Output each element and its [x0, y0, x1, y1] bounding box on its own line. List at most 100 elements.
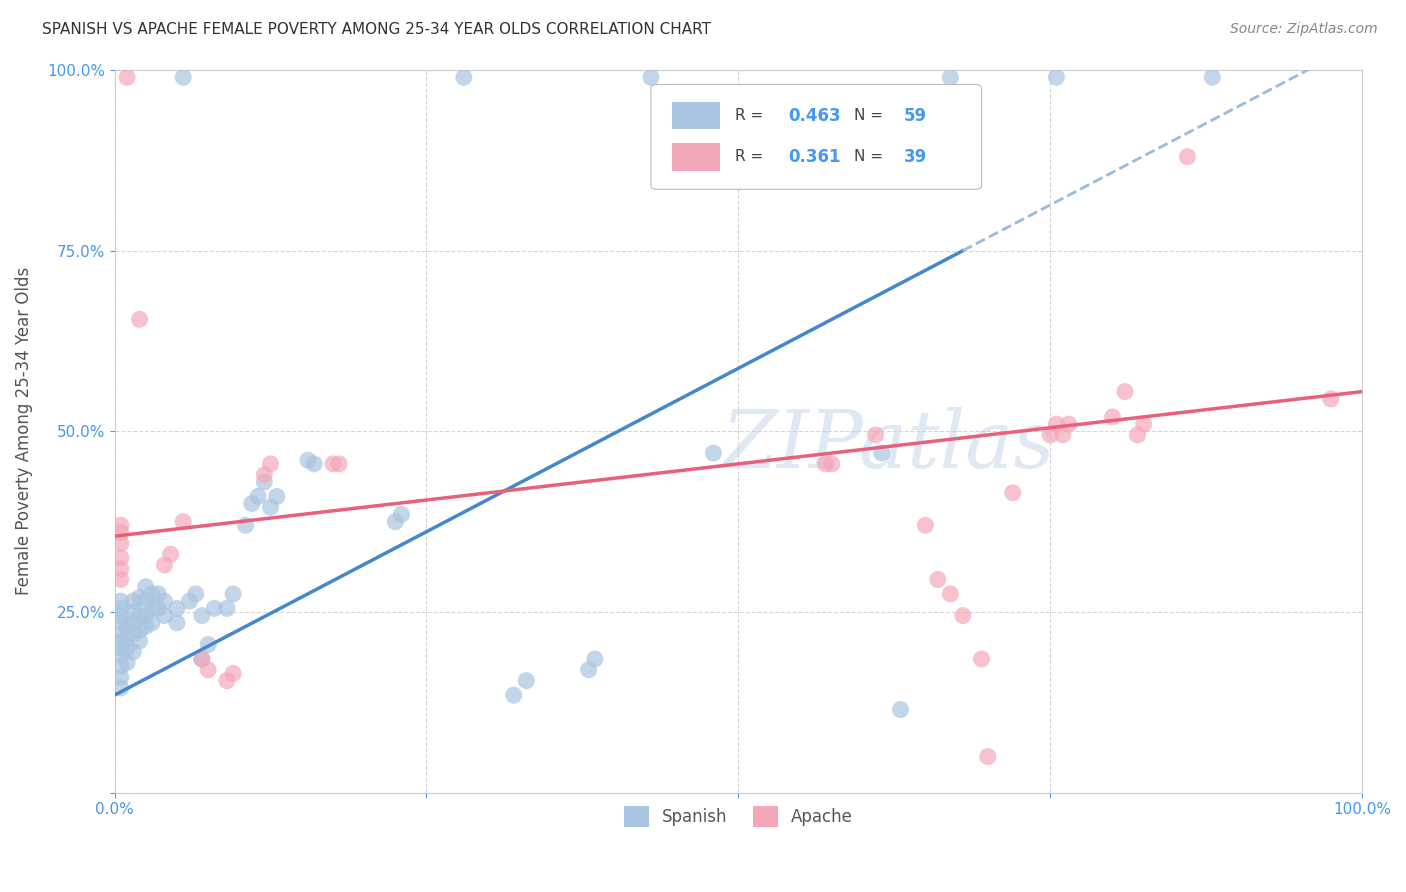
Point	[297, 453, 319, 467]
Text: R =: R =	[734, 149, 768, 164]
Point	[110, 601, 132, 615]
Point	[328, 457, 350, 471]
Point	[253, 467, 276, 482]
Point	[179, 594, 201, 608]
Text: 39: 39	[904, 148, 928, 166]
Text: N =: N =	[855, 108, 889, 123]
Point	[1114, 384, 1136, 399]
Point	[222, 587, 245, 601]
Point	[235, 518, 257, 533]
Point	[110, 573, 132, 587]
Point	[122, 615, 145, 630]
Point	[1057, 417, 1080, 431]
Point	[110, 518, 132, 533]
Point	[122, 626, 145, 640]
Bar	[672, 102, 720, 129]
Point	[640, 70, 662, 85]
Point	[172, 70, 194, 85]
Point	[110, 659, 132, 673]
Point	[153, 594, 176, 608]
Point	[184, 587, 207, 601]
Text: SPANISH VS APACHE FEMALE POVERTY AMONG 25-34 YEAR OLDS CORRELATION CHART: SPANISH VS APACHE FEMALE POVERTY AMONG 2…	[42, 22, 711, 37]
Point	[322, 457, 344, 471]
Point	[148, 587, 170, 601]
Text: R =: R =	[734, 108, 768, 123]
Point	[1175, 150, 1198, 164]
Point	[128, 634, 150, 648]
Point	[110, 626, 132, 640]
Point	[122, 645, 145, 659]
Point	[970, 652, 993, 666]
Point	[977, 749, 1000, 764]
Text: N =: N =	[855, 149, 889, 164]
Point	[128, 591, 150, 605]
Point	[135, 619, 157, 633]
Point	[870, 446, 893, 460]
Y-axis label: Female Poverty Among 25-34 Year Olds: Female Poverty Among 25-34 Year Olds	[15, 268, 32, 596]
Point	[166, 615, 188, 630]
Point	[197, 663, 219, 677]
Point	[222, 666, 245, 681]
Point	[110, 648, 132, 663]
Point	[215, 673, 238, 688]
Point	[215, 601, 238, 615]
Point	[110, 641, 132, 656]
Point	[115, 619, 138, 633]
Point	[1201, 70, 1223, 85]
Point	[1039, 428, 1062, 442]
Point	[1045, 70, 1067, 85]
Point	[1101, 409, 1123, 424]
Point	[141, 601, 163, 615]
Point	[110, 670, 132, 684]
Point	[1001, 485, 1024, 500]
Point	[1045, 417, 1067, 431]
Point	[148, 601, 170, 615]
Point	[240, 497, 263, 511]
Point	[128, 312, 150, 326]
Point	[259, 457, 281, 471]
FancyBboxPatch shape	[651, 85, 981, 189]
Point	[115, 70, 138, 85]
Point	[702, 446, 724, 460]
Point	[202, 601, 225, 615]
Text: 59: 59	[904, 106, 928, 125]
Point	[110, 681, 132, 695]
Point	[814, 457, 837, 471]
Point	[927, 573, 949, 587]
Point	[128, 623, 150, 637]
Point	[115, 656, 138, 670]
Point	[865, 428, 887, 442]
Text: 0.361: 0.361	[789, 148, 841, 166]
Point	[191, 608, 214, 623]
Point	[110, 594, 132, 608]
Point	[502, 688, 524, 702]
Point	[583, 652, 606, 666]
Point	[889, 702, 911, 716]
Point	[1320, 392, 1343, 406]
Point	[197, 638, 219, 652]
Point	[122, 594, 145, 608]
Point	[515, 673, 537, 688]
Point	[952, 608, 974, 623]
Point	[110, 608, 132, 623]
Point	[135, 608, 157, 623]
Point	[939, 587, 962, 601]
Point	[110, 634, 132, 648]
Point	[302, 457, 325, 471]
Point	[384, 515, 406, 529]
Point	[821, 457, 844, 471]
Point	[122, 605, 145, 619]
Point	[191, 652, 214, 666]
Point	[191, 652, 214, 666]
Point	[578, 663, 600, 677]
Point	[128, 608, 150, 623]
Point	[153, 608, 176, 623]
Point	[110, 615, 132, 630]
Point	[110, 536, 132, 550]
Point	[110, 562, 132, 576]
Point	[135, 594, 157, 608]
Point	[166, 601, 188, 615]
Legend: Spanish, Apache: Spanish, Apache	[616, 798, 860, 835]
Point	[110, 525, 132, 540]
Point	[266, 489, 288, 503]
